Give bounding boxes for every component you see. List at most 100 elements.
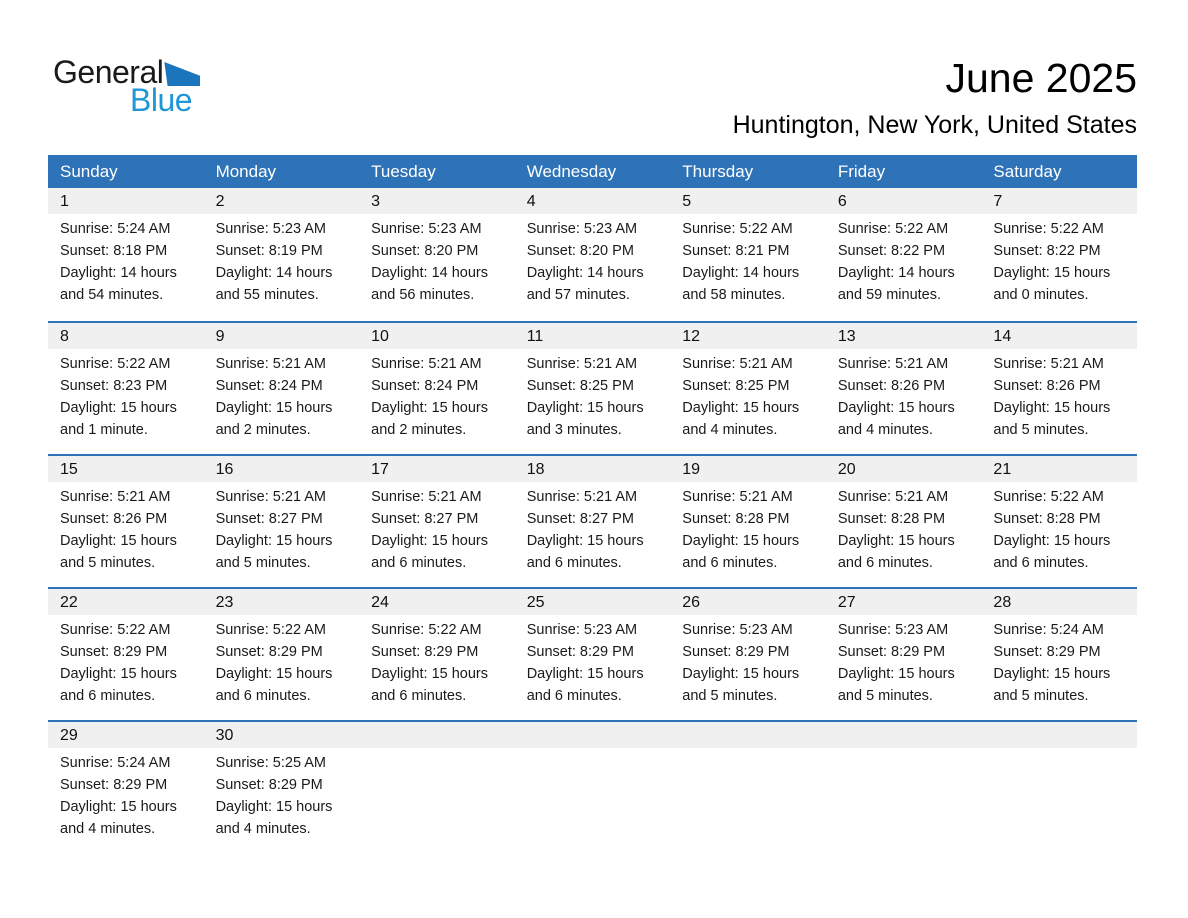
daylight-text-line1: Daylight: 15 hours — [837, 533, 955, 549]
daylight-text-line1: Daylight: 15 hours — [993, 265, 1111, 281]
daylight-text-line1: Daylight: 14 hours — [526, 265, 644, 281]
day-number: 8 — [48, 323, 204, 349]
day-details: Sunrise: 5:21 AM Sunset: 8:28 PM Daylight:… — [826, 482, 982, 574]
daylight-text-line2: and 55 minutes. — [215, 287, 319, 303]
day-details: Sunrise: 5:21 AM Sunset: 8:24 PM Daylight:… — [204, 349, 360, 441]
daylight-text-line2: and 4 minutes. — [215, 821, 311, 837]
logo-triangle-icon — [164, 62, 201, 86]
sunrise-text: Sunrise: 5:21 AM — [837, 489, 949, 505]
day-cell-29: 29 Sunrise: 5:24 AM Sunset: 8:29 PM Dayligh… — [48, 722, 204, 853]
day-cell-20: 20 Sunrise: 5:21 AM Sunset: 8:28 PM Dayligh… — [825, 456, 982, 587]
sunrise-text: Sunrise: 5:23 AM — [526, 622, 638, 638]
daylight-text-line2: and 6 minutes. — [371, 555, 467, 571]
sunset-text: Sunset: 8:29 PM — [215, 644, 323, 660]
day-cell-13: 13 Sunrise: 5:21 AM Sunset: 8:26 PM Dayligh… — [825, 323, 982, 454]
day-details: Sunrise: 5:22 AM Sunset: 8:22 PM Daylight:… — [826, 214, 982, 306]
daylight-text-line1: Daylight: 14 hours — [60, 265, 177, 281]
daylight-text-line1: Daylight: 15 hours — [682, 533, 800, 549]
weekday-thursday: Thursday — [682, 161, 754, 181]
sunrise-text: Sunrise: 5:21 AM — [215, 356, 326, 372]
empty-day-band — [981, 722, 1137, 748]
day-cell-6: 6 Sunrise: 5:22 AM Sunset: 8:22 PM Daylight… — [825, 188, 982, 321]
sunrise-text: Sunrise: 5:21 AM — [682, 489, 793, 505]
day-details: Sunrise: 5:21 AM Sunset: 8:26 PM Daylight:… — [826, 349, 982, 441]
day-cell-28: 28 Sunrise: 5:24 AM Sunset: 8:29 PM Dayligh… — [981, 589, 1137, 720]
sunset-text: Sunset: 8:27 PM — [371, 511, 479, 527]
day-details: Sunrise: 5:22 AM Sunset: 8:29 PM Daylight:… — [204, 615, 360, 707]
sunset-text: Sunset: 8:29 PM — [60, 644, 168, 660]
empty-day-cell — [359, 722, 515, 853]
daylight-text-line2: and 6 minutes. — [526, 688, 622, 704]
logo-top-row: General — [53, 56, 201, 88]
empty-day-band — [514, 722, 671, 748]
day-cell-14: 14 Sunrise: 5:21 AM Sunset: 8:26 PM Dayligh… — [981, 323, 1137, 454]
day-number: 12 — [670, 323, 826, 349]
day-number: 20 — [825, 456, 982, 482]
day-number: 10 — [359, 323, 515, 349]
sunset-text: Sunset: 8:26 PM — [60, 511, 168, 527]
sunrise-text: Sunrise: 5:23 AM — [371, 221, 482, 237]
sunrise-text: Sunrise: 5:21 AM — [371, 356, 482, 372]
daylight-text-line1: Daylight: 15 hours — [526, 400, 644, 416]
day-number: 6 — [825, 188, 982, 214]
daylight-text-line1: Daylight: 15 hours — [215, 400, 333, 416]
day-details: Sunrise: 5:24 AM Sunset: 8:29 PM Daylight:… — [981, 615, 1137, 707]
sunrise-text: Sunrise: 5:23 AM — [526, 221, 638, 237]
day-cell-24: 24 Sunrise: 5:22 AM Sunset: 8:29 PM Dayligh… — [359, 589, 515, 720]
daylight-text-line2: and 1 minute. — [60, 422, 148, 438]
daylight-text-line2: and 6 minutes. — [526, 555, 622, 571]
daylight-text-line2: and 4 minutes. — [682, 422, 778, 438]
sunset-text: Sunset: 8:27 PM — [215, 511, 323, 527]
daylight-text-line1: Daylight: 15 hours — [60, 533, 177, 549]
day-details: Sunrise: 5:24 AM Sunset: 8:18 PM Daylight:… — [48, 214, 204, 306]
day-number: 16 — [203, 456, 360, 482]
sunrise-text: Sunrise: 5:22 AM — [60, 356, 171, 372]
week-row-4: 22 Sunrise: 5:22 AM Sunset: 8:29 PM Dayligh… — [48, 587, 1137, 720]
day-cell-16: 16 Sunrise: 5:21 AM Sunset: 8:27 PM Dayligh… — [203, 456, 360, 587]
day-details: Sunrise: 5:21 AM Sunset: 8:26 PM Daylight:… — [981, 349, 1137, 441]
empty-day-cell — [514, 722, 671, 853]
daylight-text-line1: Daylight: 15 hours — [526, 666, 644, 682]
day-details: Sunrise: 5:22 AM Sunset: 8:21 PM Daylight:… — [670, 214, 826, 306]
daylight-text-line1: Daylight: 15 hours — [371, 666, 489, 682]
day-cell-7: 7 Sunrise: 5:22 AM Sunset: 8:22 PM Daylight… — [981, 188, 1137, 321]
weekday-sunday: Sunday — [60, 161, 118, 181]
day-details: Sunrise: 5:22 AM Sunset: 8:28 PM Daylight:… — [981, 482, 1137, 574]
sunset-text: Sunset: 8:28 PM — [837, 511, 946, 527]
daylight-text-line2: and 6 minutes. — [215, 688, 311, 704]
week-row-5: 29 Sunrise: 5:24 AM Sunset: 8:29 PM Dayligh… — [48, 720, 1137, 853]
sunrise-text: Sunrise: 5:21 AM — [526, 489, 638, 505]
daylight-text-line2: and 5 minutes. — [215, 555, 311, 571]
daylight-text-line1: Daylight: 15 hours — [60, 666, 177, 682]
day-details: Sunrise: 5:21 AM Sunset: 8:27 PM Daylight:… — [204, 482, 360, 574]
daylight-text-line1: Daylight: 15 hours — [371, 533, 489, 549]
daylight-text-line1: Daylight: 15 hours — [60, 400, 177, 416]
sunset-text: Sunset: 8:29 PM — [371, 644, 479, 660]
sunset-text: Sunset: 8:20 PM — [526, 243, 634, 259]
daylight-text-line2: and 4 minutes. — [60, 821, 156, 837]
day-details: Sunrise: 5:23 AM Sunset: 8:29 PM Daylight:… — [670, 615, 826, 707]
day-number: 17 — [359, 456, 515, 482]
day-details: Sunrise: 5:21 AM Sunset: 8:24 PM Daylight:… — [359, 349, 515, 441]
day-details: Sunrise: 5:22 AM Sunset: 8:29 PM Daylight:… — [359, 615, 515, 707]
day-number: 23 — [203, 589, 360, 615]
sunset-text: Sunset: 8:29 PM — [60, 777, 168, 793]
sunrise-text: Sunrise: 5:21 AM — [526, 356, 638, 372]
empty-day-cell — [670, 722, 826, 853]
sunset-text: Sunset: 8:24 PM — [371, 378, 479, 394]
day-cell-4: 4 Sunrise: 5:23 AM Sunset: 8:20 PM Daylight… — [514, 188, 671, 321]
title-block: June 2025 Huntington, New York, United S… — [733, 55, 1137, 140]
daylight-text-line2: and 6 minutes. — [60, 688, 156, 704]
day-details: Sunrise: 5:22 AM Sunset: 8:29 PM Daylight:… — [48, 615, 204, 707]
sunset-text: Sunset: 8:21 PM — [682, 243, 790, 259]
daylight-text-line2: and 6 minutes. — [371, 688, 467, 704]
daylight-text-line2: and 2 minutes. — [371, 422, 467, 438]
empty-day-band — [670, 722, 826, 748]
day-details: Sunrise: 5:23 AM Sunset: 8:20 PM Daylight:… — [359, 214, 515, 306]
daylight-text-line2: and 6 minutes. — [682, 555, 778, 571]
sunset-text: Sunset: 8:22 PM — [837, 243, 946, 259]
daylight-text-line2: and 6 minutes. — [993, 555, 1089, 571]
day-number: 1 — [48, 188, 204, 214]
day-number: 29 — [48, 722, 204, 748]
